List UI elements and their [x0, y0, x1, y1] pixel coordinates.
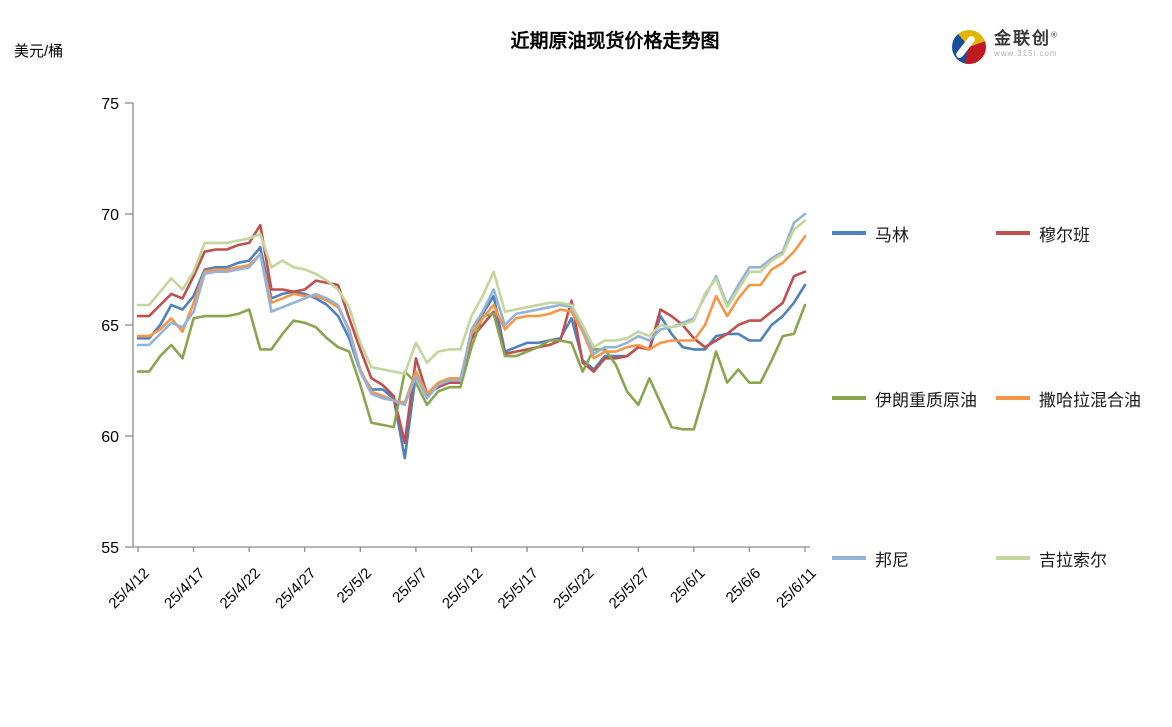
brand-logo-icon: [952, 30, 986, 64]
y-axis-tick-label: 70: [101, 207, 119, 224]
x-axis-tick-label: 25/5/12: [439, 565, 486, 612]
x-axis-tick-label: 25/6/6: [723, 565, 765, 607]
brand-url: www.315i.com: [994, 49, 1058, 58]
x-axis-tick-label: 25/5/7: [389, 565, 431, 607]
x-axis-tick-label: 25/6/11: [773, 565, 820, 612]
y-axis-tick-label: 60: [101, 429, 119, 446]
x-axis-tick-label: 25/4/17: [161, 565, 208, 612]
series-line-5: [136, 219, 807, 376]
chart-title: 近期原油现货价格走势图: [510, 31, 720, 52]
x-axis-tick-label: 25/4/12: [105, 565, 152, 612]
brand-logo: 金联创® www.315i.com: [952, 30, 1059, 64]
axis-lines: [132, 103, 810, 548]
x-axis-tick-label: 25/5/17: [495, 565, 542, 612]
x-axis-tick-label: 25/4/27: [272, 565, 319, 612]
series-line-2: [136, 303, 807, 431]
registered-mark: ®: [1051, 30, 1059, 40]
y-axis-tick-label: 75: [101, 96, 119, 113]
y-axis-unit-label: 美元/桶: [14, 43, 64, 60]
x-axis-tick-label: 25/5/22: [550, 565, 597, 612]
x-axis-tick-label: 25/5/27: [606, 565, 653, 612]
x-axis-tick-label: 25/4/22: [217, 565, 264, 612]
brand-name: 金联创®: [994, 29, 1059, 48]
y-axis-tick-label: 55: [101, 540, 119, 557]
x-axis-tick-label: 25/5/2: [334, 565, 376, 607]
y-axis-tick-label: 65: [101, 318, 119, 335]
x-axis-tick-label: 25/6/1: [667, 565, 709, 607]
series-line-0: [136, 246, 807, 460]
series-line-4: [136, 212, 807, 407]
